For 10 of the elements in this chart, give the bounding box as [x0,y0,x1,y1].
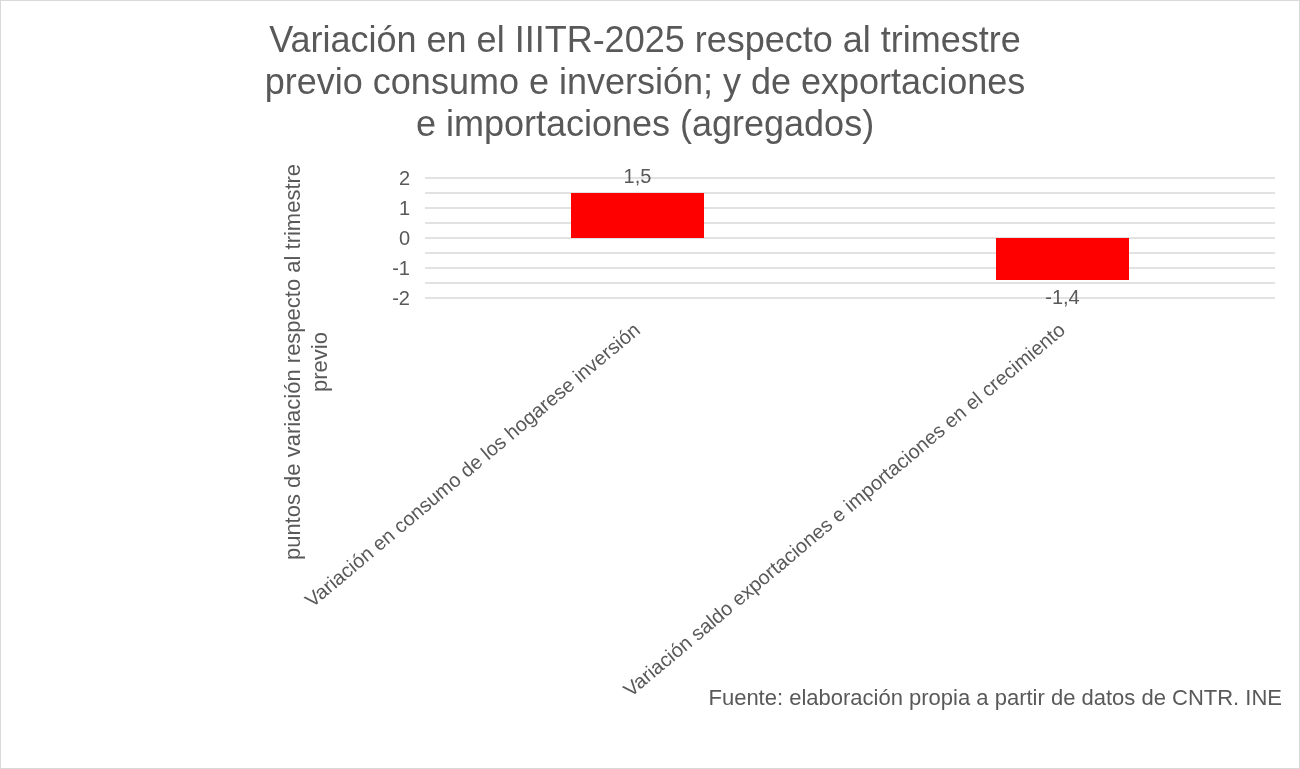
y-tick-label: 1 [398,197,410,219]
y-tick-label: 0 [398,227,410,249]
y-tick-label: -2 [392,287,410,309]
source-note: Fuente: elaboración propia a partir de datos de CNTR. INE [708,685,1282,710]
chart-title: Variación en el IIITR-2025 respecto al trimestre previo consumo e inversión; y de exportaciones e importaciones (agregados) [264,19,1026,144]
data-label: -1,4 [1045,286,1080,308]
y-tick-label: -1 [392,257,410,279]
y-axis-title: puntos de variación respecto al trimestre previo [280,163,332,561]
data-label: 1,5 [623,165,652,187]
y-tick-label: 2 [398,167,410,189]
